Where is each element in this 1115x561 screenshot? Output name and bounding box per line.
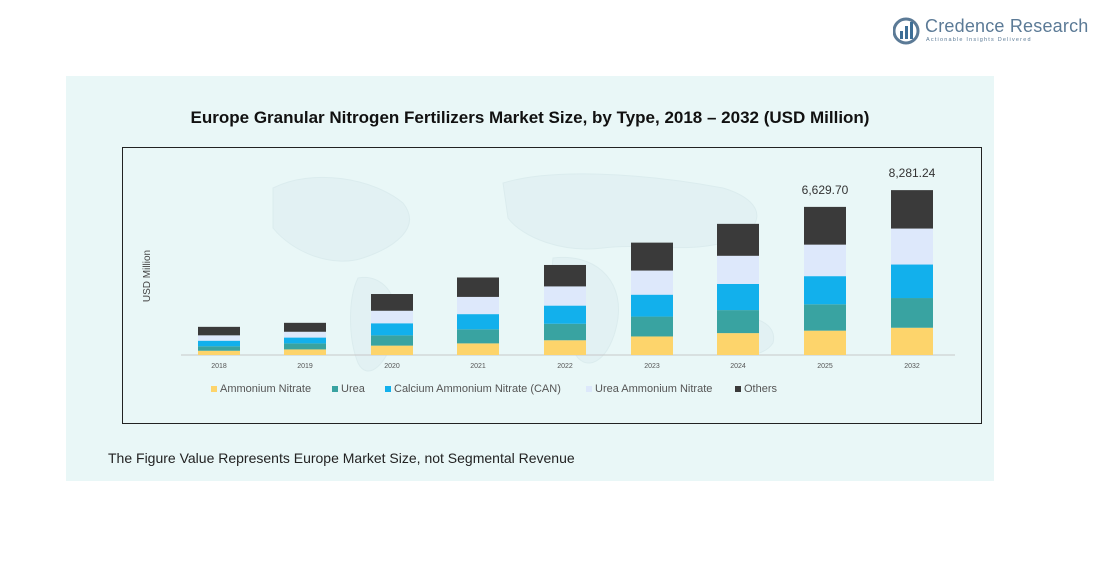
x-tick-label-2023: 2023: [644, 363, 660, 370]
legend-label-3: Urea Ammonium Nitrate: [595, 383, 712, 395]
bar-segment-2024-s3: [717, 255, 759, 284]
bar-chart-logo-icon: [892, 17, 920, 45]
chart-panel: Europe Granular Nitrogen Fertilizers Mar…: [66, 76, 994, 481]
bar-segment-2021-s3: [457, 296, 499, 315]
bar-segment-2022-s1: [544, 323, 586, 341]
bar-segment-2018-s3: [198, 335, 240, 341]
brand-header: Credence Research Actionable Insights De…: [892, 16, 1088, 50]
bar-segment-2024-s2: [717, 283, 759, 311]
bar-segment-2021-s0: [457, 343, 499, 355]
data-label-2025: 6,629.70: [802, 183, 849, 197]
bar-segment-2025-s1: [804, 304, 846, 331]
bar-segment-2019-s0: [284, 349, 326, 355]
bar-segment-2020-s3: [371, 310, 413, 324]
data-label-2032: 8,281.24: [889, 166, 936, 180]
x-tick-label-2022: 2022: [557, 363, 573, 370]
chart-title: Europe Granular Nitrogen Fertilizers Mar…: [190, 108, 870, 127]
bar-segment-2020-s4: [371, 294, 413, 311]
bar-segment-2019-s4: [284, 322, 326, 332]
legend-label-1: Urea: [341, 383, 366, 395]
y-axis-label: USD Million: [142, 250, 153, 302]
bar-segment-2025-s4: [804, 206, 846, 245]
legend-label-2: Calcium Ammonium Nitrate (CAN): [394, 383, 561, 395]
bar-segment-2024-s1: [717, 310, 759, 334]
x-tick-label-2020: 2020: [384, 363, 400, 370]
x-tick-label-2018: 2018: [211, 363, 227, 370]
bar-segment-2032-s3: [891, 228, 933, 265]
x-tick-label-2021: 2021: [470, 363, 486, 370]
brand-tagline: Actionable Insights Delivered: [926, 37, 1032, 43]
bar-segment-2021-s2: [457, 314, 499, 330]
brand-name: Credence Research: [925, 16, 1089, 36]
legend-label-0: Ammonium Nitrate: [220, 383, 311, 395]
bar-segment-2021-s4: [457, 277, 499, 297]
legend-swatch-1: [332, 386, 338, 392]
bar-segment-2023-s4: [631, 242, 673, 271]
bar-segment-2018-s4: [198, 326, 240, 336]
bar-segment-2032-s1: [891, 298, 933, 328]
bar-segment-2025-s0: [804, 330, 846, 355]
chart-frame: USD Million 2018 2019 2020 2021 2022 2023 2024 2…: [122, 147, 982, 424]
bar-segment-2024-s0: [717, 333, 759, 355]
bar-segment-2022-s0: [544, 340, 586, 355]
chart-footnote: The Figure Value Represents Europe Marke…: [108, 450, 575, 466]
bar-segment-2019-s2: [284, 337, 326, 344]
world-map-watermark: [272, 173, 775, 372]
bar-segment-2018-s0: [198, 350, 240, 355]
bar-segment-2018-s2: [198, 340, 240, 347]
bar-segment-2020-s2: [371, 323, 413, 336]
legend-swatch-4: [735, 386, 741, 392]
bar-segment-2024-s4: [717, 223, 759, 256]
x-tick-label-2025: 2025: [817, 363, 833, 370]
bar-segment-2019-s1: [284, 343, 326, 350]
bar-segment-2022-s4: [544, 264, 586, 287]
bar-segment-2025-s2: [804, 276, 846, 305]
bar-segment-2021-s1: [457, 329, 499, 344]
x-tick-label-2032: 2032: [904, 363, 920, 370]
bar-segment-2032-s4: [891, 190, 933, 229]
x-tick-label-2024: 2024: [730, 363, 746, 370]
bar-segment-2023-s3: [631, 270, 673, 295]
bar-segment-2022-s3: [544, 286, 586, 306]
bar-segment-2023-s0: [631, 336, 673, 355]
bar-segment-2025-s3: [804, 244, 846, 277]
stacked-bar-chart: USD Million 2018 2019 2020 2021 2022 2023 2024 2…: [142, 166, 955, 395]
bar-segment-2023-s2: [631, 294, 673, 317]
legend-swatch-3: [586, 386, 592, 392]
bar-segment-2022-s2: [544, 305, 586, 324]
legend-swatch-0: [211, 386, 217, 392]
legend-label-4: Others: [744, 383, 778, 395]
x-tick-label-2019: 2019: [297, 363, 313, 370]
bar-segment-2019-s3: [284, 331, 326, 338]
bar-segment-2018-s1: [198, 346, 240, 351]
bar-segment-2020-s1: [371, 335, 413, 346]
legend-swatch-2: [385, 386, 391, 392]
bar-segment-2023-s1: [631, 316, 673, 337]
bar-segment-2032-s2: [891, 264, 933, 299]
bar-segment-2020-s0: [371, 345, 413, 355]
bar-segment-2032-s0: [891, 327, 933, 355]
